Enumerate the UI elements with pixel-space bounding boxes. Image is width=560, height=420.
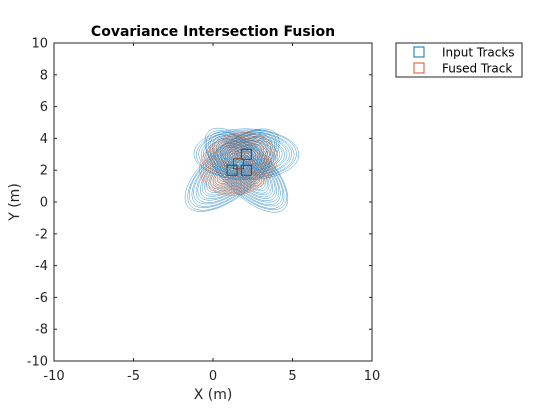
legend-box	[395, 42, 523, 78]
ellipse-contour	[219, 141, 273, 168]
y-tick-label: -6	[35, 291, 48, 306]
marker-outline	[241, 149, 252, 160]
x-tick-label: 0	[209, 369, 217, 384]
ellipse-contour	[208, 139, 269, 189]
legend-items: Input Tracks Fused Track	[413, 46, 515, 76]
ellipse-contour	[229, 156, 248, 172]
ellipse-layer	[184, 127, 300, 213]
marker-outline	[226, 164, 238, 176]
ellipse-contour	[215, 144, 262, 183]
y-tick-label: 2	[40, 164, 48, 179]
x-tick-label: -5	[127, 369, 140, 384]
y-axis-label: Y (m)	[7, 183, 23, 222]
ellipse-contour	[222, 150, 255, 177]
y-tick-label: -4	[35, 259, 48, 274]
y-tick-label: -10	[27, 355, 48, 370]
ellipse-contour	[193, 128, 300, 180]
ellipse-contour	[201, 133, 276, 195]
chart-title: Covariance Intersection Fusion	[91, 24, 335, 40]
x-tick-label: 5	[288, 369, 296, 384]
marker-outline	[241, 164, 252, 176]
legend-fused-track-marker	[413, 62, 425, 74]
legend-fused-track-label: Fused Track	[442, 62, 512, 76]
y-tick-label: 0	[40, 196, 48, 211]
ellipse-contour	[208, 131, 285, 209]
ellipse-contour	[204, 136, 273, 192]
ellipse-contour	[213, 143, 264, 185]
ellipse-contour	[239, 150, 254, 158]
ellipse-contour	[209, 140, 267, 187]
y-tick-label: 8	[40, 68, 48, 83]
y-tick-label: 4	[40, 132, 48, 147]
ellipse-contour	[218, 147, 259, 180]
y-tick-label: -8	[35, 323, 48, 338]
ellipse-contour	[213, 137, 280, 203]
ellipse-contour	[224, 152, 253, 176]
ellipse-contour	[222, 142, 271, 167]
ellipse-contour	[228, 153, 264, 188]
legend-input-tracks-label: Input Tracks	[442, 46, 515, 60]
x-tick-label: 10	[364, 369, 381, 384]
ellipse-contour	[217, 146, 260, 182]
legend: Input Tracks Fused Track	[395, 42, 523, 78]
ellipse-contour	[204, 127, 289, 213]
ellipse-contour	[210, 151, 254, 190]
ellipse-contour	[215, 139, 277, 202]
ellipse-contour	[206, 130, 287, 211]
y-tick-label: 6	[40, 100, 48, 115]
ellipse-contour	[223, 147, 270, 194]
x-tick-label: -10	[43, 369, 64, 384]
y-tick-label: 10	[31, 37, 48, 52]
tick-layer: -10 -5 0 5 10 -10 -8 -6 -4 -2 0 2 4 6 8 10	[27, 37, 381, 385]
x-axis-label: X (m)	[194, 387, 233, 403]
ellipse-contour	[211, 142, 266, 186]
marker-outline	[233, 158, 244, 170]
ellipse-contour	[199, 132, 278, 196]
ellipse-contour	[202, 135, 274, 193]
ellipse-contour	[236, 162, 241, 166]
marker-layer	[226, 148, 252, 176]
ellipse-contour	[231, 147, 261, 162]
legend-input-tracks-marker	[413, 46, 425, 58]
y-tick-label: -2	[35, 227, 48, 242]
plot-area: -10 -5 0 5 10 -10 -8 -6 -4 -2 0 2 4 6 8 10	[27, 37, 381, 385]
ellipse-contour	[206, 137, 271, 190]
